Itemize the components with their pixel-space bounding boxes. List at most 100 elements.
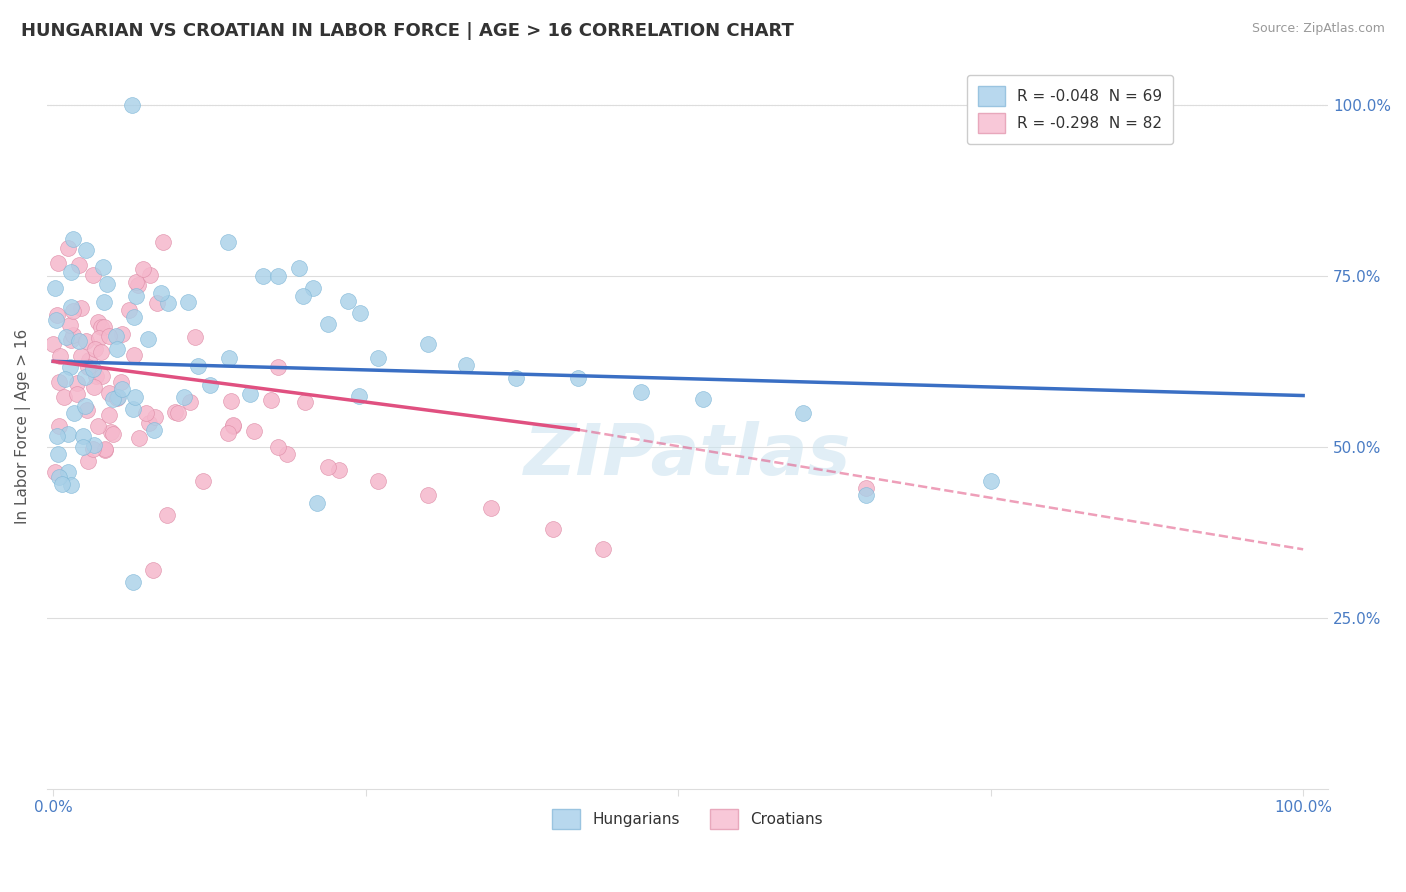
Point <box>222 417 245 432</box>
Point <box>143 423 166 437</box>
Point <box>367 351 389 365</box>
Point <box>316 460 339 475</box>
Point <box>77 352 100 367</box>
Point <box>96 277 118 291</box>
Point <box>592 542 614 557</box>
Point <box>59 264 82 278</box>
Point <box>239 387 262 401</box>
Point <box>505 371 527 385</box>
Point <box>82 442 104 456</box>
Point <box>73 370 96 384</box>
Point <box>66 387 89 401</box>
Point <box>94 442 117 457</box>
Point <box>56 426 79 441</box>
Point <box>42 336 65 351</box>
Point <box>76 403 98 417</box>
Point <box>107 391 129 405</box>
Point <box>177 294 200 309</box>
Point <box>48 375 70 389</box>
Point <box>56 465 79 479</box>
Point <box>58 359 80 374</box>
Point <box>367 474 389 488</box>
Point <box>187 359 209 373</box>
Point <box>179 395 201 409</box>
Text: HUNGARIAN VS CROATIAN IN LABOR FORCE | AGE > 16 CORRELATION CHART: HUNGARIAN VS CROATIAN IN LABOR FORCE | A… <box>21 22 794 40</box>
Point <box>287 260 309 275</box>
Point <box>84 342 107 356</box>
Point <box>63 406 86 420</box>
Point <box>337 293 360 308</box>
Point <box>454 358 477 372</box>
Point <box>302 280 325 294</box>
Point <box>105 329 128 343</box>
Point <box>44 465 66 479</box>
Point <box>75 243 97 257</box>
Point <box>125 275 148 289</box>
Point <box>157 295 180 310</box>
Point <box>167 406 190 420</box>
Point <box>142 563 165 577</box>
Point <box>418 488 440 502</box>
Point <box>128 431 150 445</box>
Point <box>292 289 315 303</box>
Point <box>105 391 128 405</box>
Point <box>60 333 83 347</box>
Point <box>97 329 120 343</box>
Point <box>349 306 371 320</box>
Point <box>218 351 240 365</box>
Point <box>87 315 110 329</box>
Point <box>87 419 110 434</box>
Point <box>67 334 90 348</box>
Point <box>138 268 160 282</box>
Point <box>46 256 69 270</box>
Point <box>91 260 114 274</box>
Point <box>59 318 82 333</box>
Point <box>59 478 82 492</box>
Point <box>128 277 150 292</box>
Point <box>93 320 115 334</box>
Point <box>107 343 129 357</box>
Point <box>53 372 76 386</box>
Point <box>56 241 79 255</box>
Point <box>136 333 159 347</box>
Point <box>217 426 239 441</box>
Point <box>243 424 266 438</box>
Point <box>77 453 100 467</box>
Point <box>82 268 104 282</box>
Point <box>165 405 187 419</box>
Point <box>110 375 132 389</box>
Point <box>90 345 112 359</box>
Point <box>122 575 145 590</box>
Point <box>49 350 72 364</box>
Point <box>183 330 205 344</box>
Point <box>52 391 75 405</box>
Point <box>855 488 877 502</box>
Point <box>156 508 179 523</box>
Point <box>44 280 66 294</box>
Point <box>792 406 814 420</box>
Point <box>111 383 134 397</box>
Point <box>260 392 283 407</box>
Point <box>316 317 339 331</box>
Point <box>219 393 242 408</box>
Point <box>77 360 100 375</box>
Point <box>124 390 146 404</box>
Point <box>82 362 104 376</box>
Point <box>48 470 70 484</box>
Point <box>100 425 122 439</box>
Point <box>46 308 69 322</box>
Point <box>75 334 97 349</box>
Point <box>94 442 117 456</box>
Text: ZIPatlas: ZIPatlas <box>524 421 851 490</box>
Point <box>479 501 502 516</box>
Point <box>90 368 112 383</box>
Point <box>294 395 316 409</box>
Point <box>101 392 124 406</box>
Point <box>46 429 69 443</box>
Point <box>267 360 290 375</box>
Point <box>122 401 145 416</box>
Point <box>72 429 94 443</box>
Point <box>692 392 714 406</box>
Point <box>276 447 298 461</box>
Point <box>143 410 166 425</box>
